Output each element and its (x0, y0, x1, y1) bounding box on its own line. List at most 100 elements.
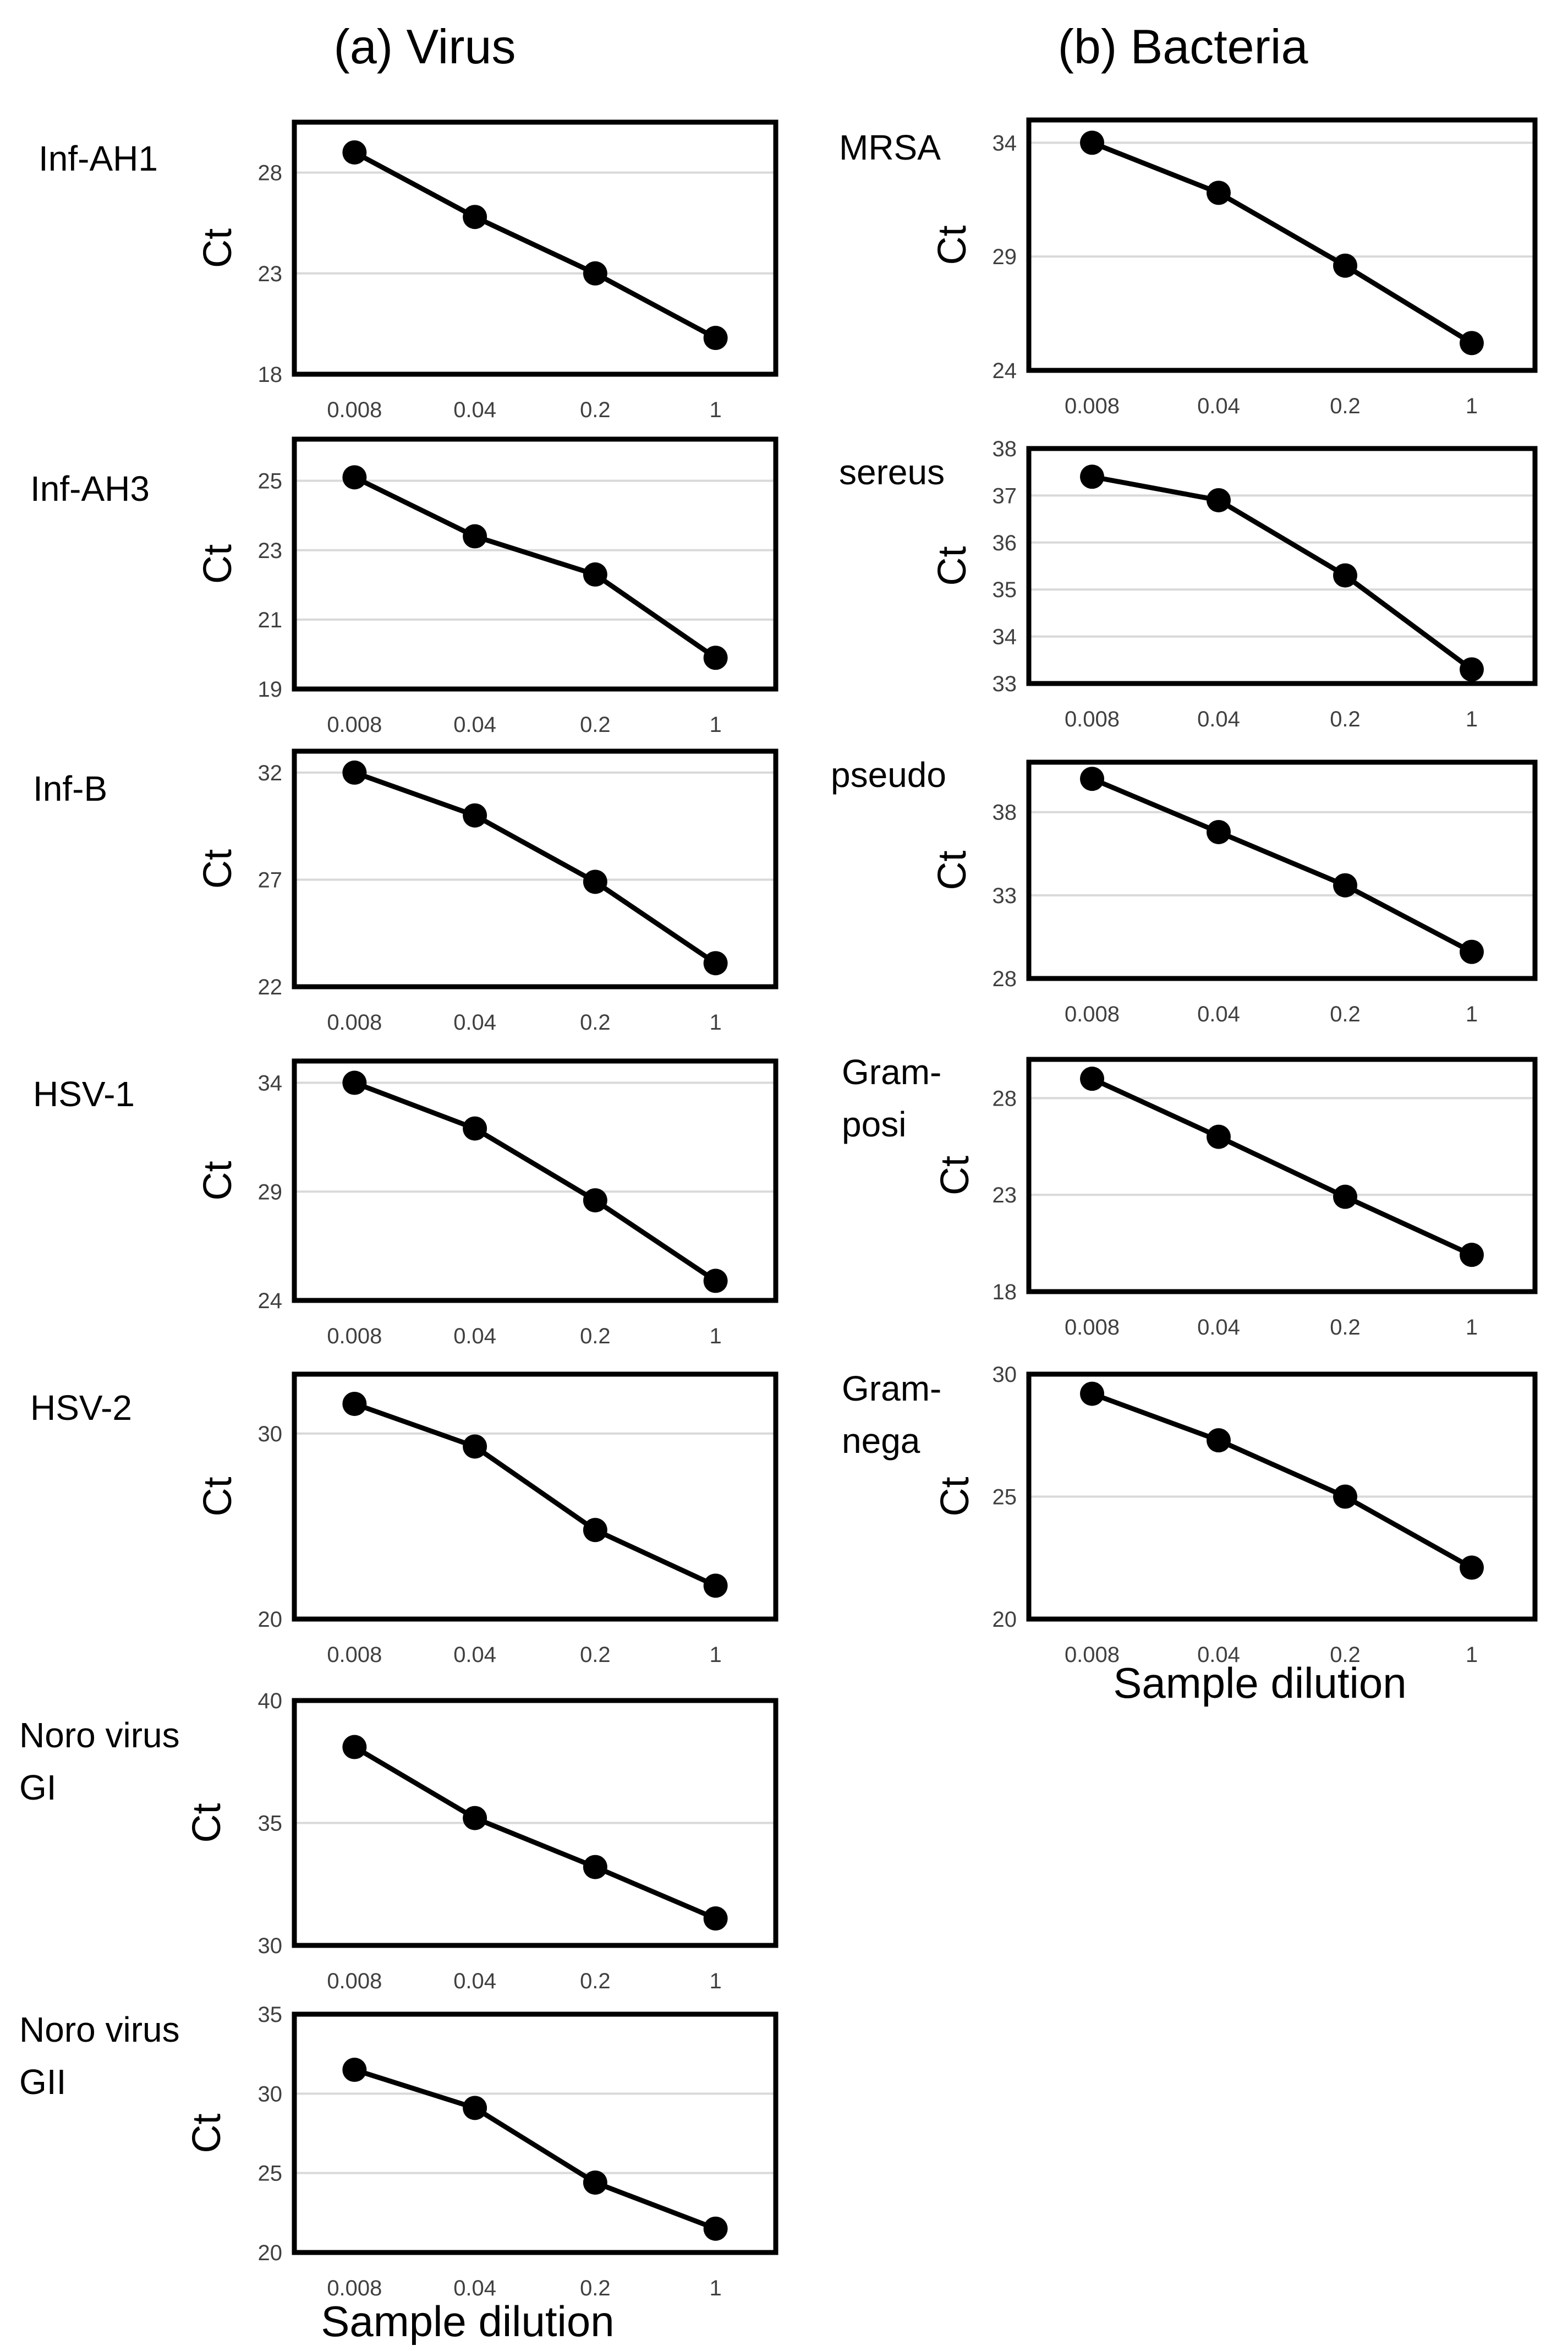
data-point (583, 562, 607, 587)
chart-panel: 18 23 28 0.008 0.04 0.2 1 Ct Inf-AH1 (39, 119, 778, 422)
panel-label: HSV-2 (30, 1388, 132, 1428)
y-tick-label: 20 (258, 1608, 283, 1632)
panel-label: sereus (839, 452, 945, 492)
x-tick-label: 1 (710, 398, 722, 422)
data-point (1460, 657, 1484, 682)
y-tick-label: 40 (258, 1689, 283, 1713)
series-line (1091, 1076, 1473, 1257)
x-tick-label: 1 (710, 1969, 722, 1993)
x-tick-label: 0.2 (580, 398, 611, 422)
y-axis-label: Ct (933, 1477, 977, 1517)
chart-panel: 24 29 34 0.008 0.04 0.2 1 Ct HSV-1 (33, 1058, 778, 1348)
x-tick-label: 0.008 (1065, 1002, 1120, 1026)
x-tick-label: 0.008 (1065, 394, 1120, 418)
x-tick-label: 0.2 (580, 1643, 611, 1667)
data-point (1460, 331, 1484, 356)
x-tick-label: 1 (1466, 1002, 1478, 1026)
chart-panel: 20 25 30 0.008 0.04 0.2 1 Ct Gram-nega (842, 1363, 1538, 1667)
x-tick-label: 0.2 (580, 1969, 611, 1993)
data-point (463, 1434, 487, 1459)
chart-panel: 22 27 32 0.008 0.04 0.2 1 Ct Inf-B (33, 748, 778, 1035)
chart-panels: 18 23 28 0.008 0.04 0.2 1 Ct Inf-AH1 19 21 23 25 0.00… (19, 117, 1538, 2300)
series-line (1091, 777, 1473, 954)
y-tick-label: 32 (258, 761, 283, 785)
y-tick-label: 34 (993, 131, 1017, 155)
plot-frame (1026, 117, 1538, 373)
data-point (703, 1573, 728, 1598)
chart-panel: 20 30 0.008 0.04 0.2 1 Ct HSV-2 (30, 1371, 778, 1667)
y-tick-label: 25 (258, 469, 283, 494)
y-tick-label: 29 (258, 1180, 283, 1204)
y-tick-label: 21 (258, 608, 283, 632)
panel-label: HSV-1 (33, 1074, 135, 1114)
y-axis-label: Ct (930, 546, 974, 586)
x-tick-label: 0.2 (1330, 394, 1361, 418)
y-tick-label: 28 (993, 967, 1017, 991)
x-tick-label: 0.04 (1197, 1643, 1240, 1667)
x-tick-label: 0.008 (327, 713, 382, 737)
y-axis-label: Ct (196, 228, 240, 268)
series-line (353, 150, 717, 341)
plot-frame (1026, 1371, 1538, 1622)
chart-panel: 33 34 35 36 37 38 0.008 0.04 0.2 1 Ct sereus (839, 437, 1538, 731)
data-point (342, 1735, 367, 1759)
x-tick-label: 0.008 (327, 1010, 382, 1035)
column-title-bacteria: (b) Bacteria (1058, 19, 1308, 74)
x-tick-label: 0.04 (453, 1969, 496, 1993)
data-point (583, 261, 607, 286)
data-point (463, 803, 487, 828)
data-point (1333, 1184, 1357, 1209)
y-tick-label: 30 (258, 2082, 283, 2106)
x-tick-label: 0.008 (327, 398, 382, 422)
y-tick-label: 20 (258, 2241, 283, 2265)
plot-frame (1026, 759, 1538, 981)
series-line (353, 1745, 717, 1921)
data-point (463, 1806, 487, 1830)
panel-label: Inf-B (33, 769, 107, 808)
y-tick-label: 33 (993, 672, 1017, 696)
x-tick-label: 0.2 (580, 713, 611, 737)
y-tick-label: 29 (993, 245, 1017, 269)
x-tick-label: 0.008 (1065, 1643, 1120, 1667)
y-axis-label: Ct (196, 544, 240, 584)
series-line (1091, 1391, 1473, 1570)
x-tick-label: 0.008 (327, 1969, 382, 1993)
series-line (353, 475, 717, 660)
y-axis-label: Ct (196, 1477, 240, 1517)
data-point (1207, 819, 1231, 844)
data-point (1333, 1484, 1357, 1509)
series-line (353, 1401, 717, 1588)
data-point (1207, 488, 1231, 512)
x-tick-label: 0.008 (327, 1324, 382, 1348)
column-title-virus: (a) Virus (334, 19, 516, 74)
y-tick-label: 33 (993, 884, 1017, 908)
data-point (583, 1518, 607, 1543)
data-point (1080, 464, 1104, 489)
data-point (703, 646, 728, 670)
y-tick-label: 27 (258, 868, 283, 892)
chart-panel: 18 23 28 0.008 0.04 0.2 1 Ct Gram-posi (842, 1052, 1538, 1339)
y-axis-label: Ct (933, 1156, 977, 1195)
data-point (583, 1188, 607, 1213)
data-point (463, 205, 487, 229)
x-tick-label: 0.2 (1330, 707, 1361, 731)
panel-label: Noro virus (19, 1715, 180, 1755)
panel-label: Gram- (842, 1052, 941, 1092)
data-point (342, 140, 367, 165)
x-tick-label: 0.2 (1330, 1002, 1361, 1026)
data-point (703, 1269, 728, 1293)
series-line (1091, 140, 1473, 346)
data-point (703, 2216, 728, 2241)
y-tick-label: 24 (993, 359, 1017, 383)
data-point (463, 524, 487, 549)
data-point (463, 2096, 487, 2120)
x-tick-label: 1 (1466, 707, 1478, 731)
data-point (1080, 130, 1104, 155)
y-tick-label: 23 (993, 1183, 1017, 1207)
panel-label: posi (842, 1105, 906, 1144)
plot-frame (292, 1058, 778, 1303)
x-tick-label: 0.04 (453, 713, 496, 737)
x-tick-label: 1 (710, 713, 722, 737)
x-tick-label: 1 (1466, 1643, 1478, 1667)
